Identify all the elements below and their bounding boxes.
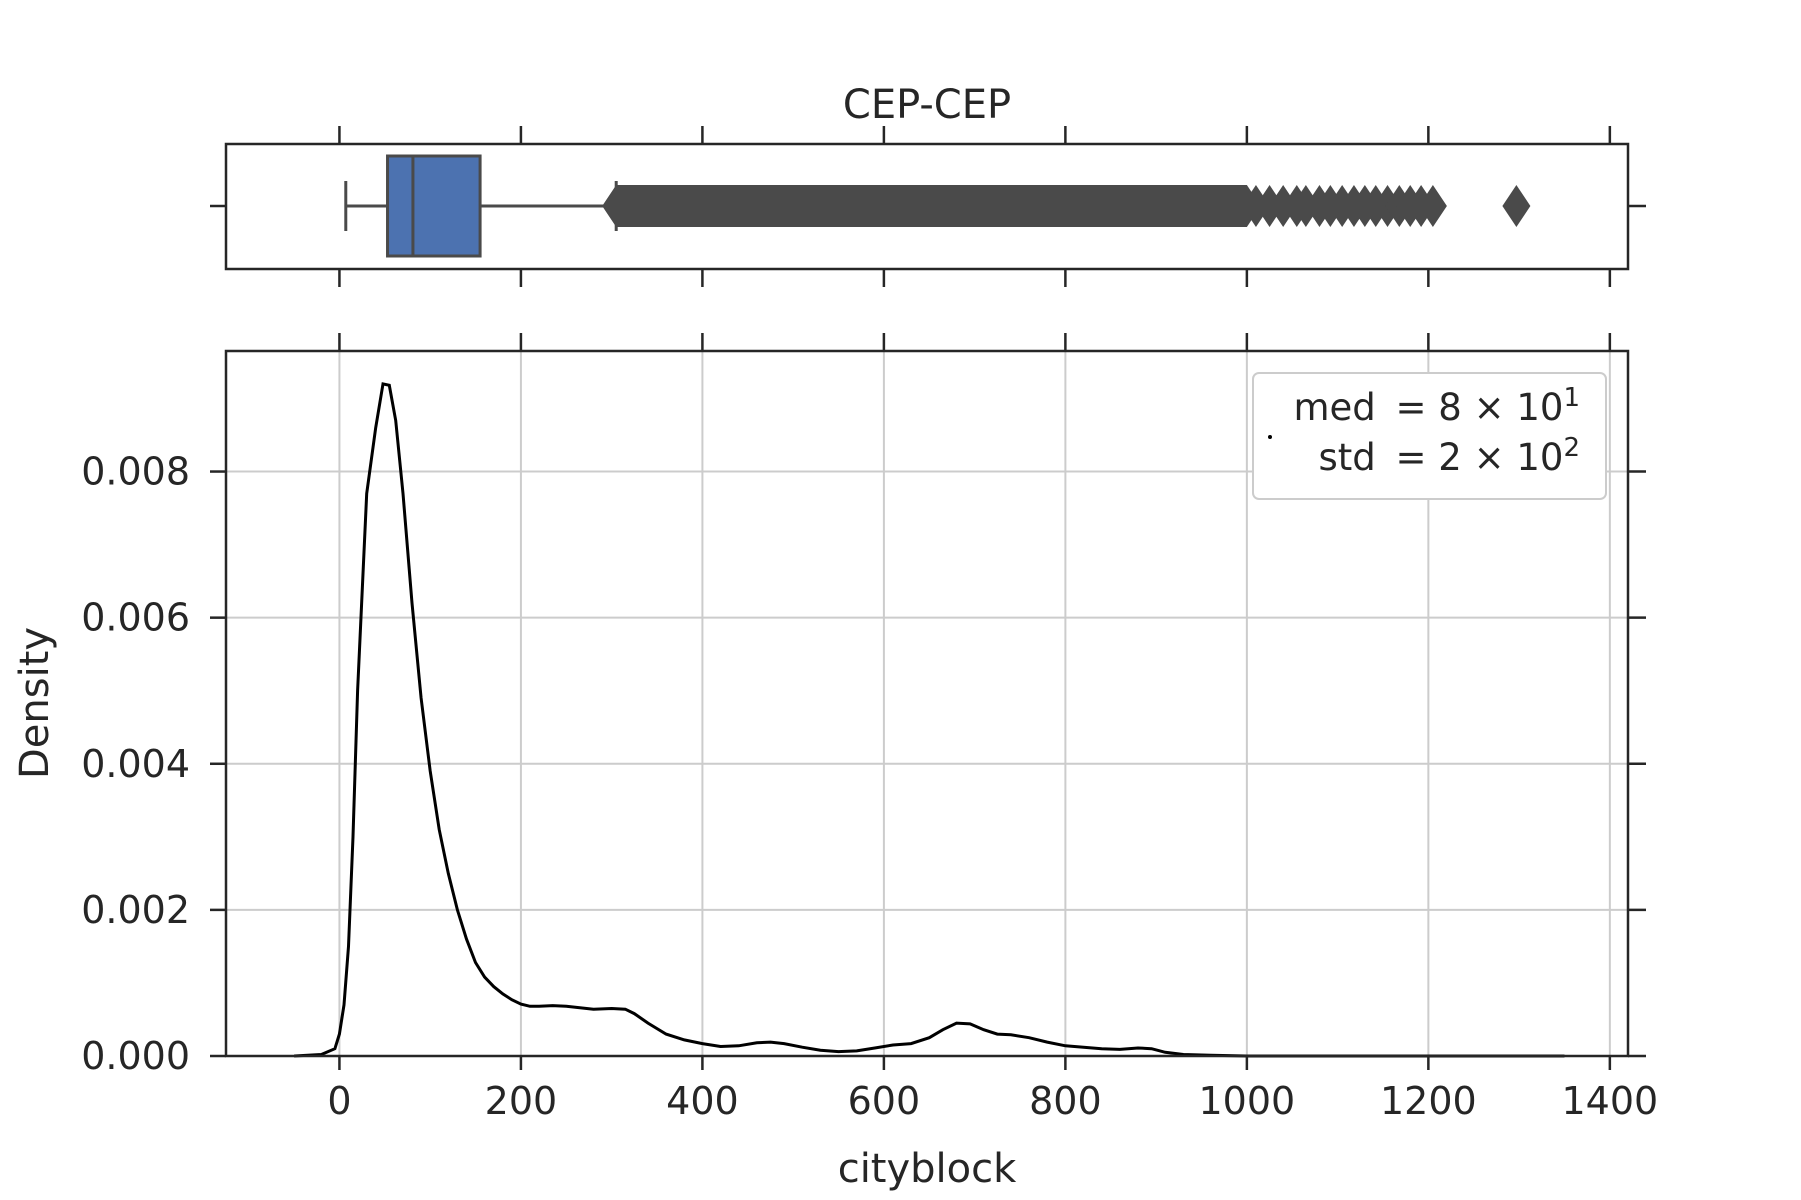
x-tick-label: 800: [1029, 1079, 1102, 1123]
x-tick-label: 600: [848, 1079, 921, 1123]
kde-frame: [224, 349, 1630, 1058]
plot-title: CEP-CEP: [843, 82, 1011, 128]
legend-med-exponent: 1: [1563, 383, 1580, 413]
kde-line: [294, 382, 1565, 1058]
boxplot-x-ticks: [210, 126, 1646, 287]
iqr-box: [386, 154, 482, 258]
legend: med = 8 × 101 std = 2 × 102: [1252, 372, 1607, 500]
x-tick-label: 0: [327, 1079, 351, 1123]
x-tick-label: 200: [485, 1079, 558, 1123]
legend-med-mantissa: 8: [1438, 386, 1462, 429]
x-axis-title: cityblock: [838, 1146, 1017, 1192]
legend-med: med = 8 × 101: [1293, 383, 1580, 429]
legend-std-mantissa: 2: [1438, 436, 1462, 479]
x-tick-label: 1200: [1380, 1079, 1477, 1123]
x-tick-label: 1400: [1561, 1079, 1658, 1123]
y-tick-label: 0.004: [81, 742, 190, 786]
legend-med-label: med: [1293, 386, 1375, 429]
kde-panel: 0 200 400 600 800 1000 1200 1400 0.0000.0020.00…: [12, 333, 1658, 1192]
y-axis: 0.000 0.002 0.004 0.006 0.008: [81, 450, 1646, 1078]
x-tick-label: 400: [666, 1079, 739, 1123]
x-tick-label: 1000: [1199, 1079, 1296, 1123]
y-tick-label: 0.002: [81, 888, 190, 932]
outlier-point: [1418, 185, 1447, 227]
boxplot-panel: [210, 126, 1646, 287]
x-axis: 0 200 400 600 800 1000 1200 1400: [327, 333, 1658, 1123]
grid: [226, 351, 1628, 1056]
legend-std: std = 2 × 102: [1318, 433, 1580, 479]
y-tick-label: 0.006: [81, 596, 190, 640]
y-axis-title: Density: [12, 627, 58, 779]
outlier-band: [602, 185, 1261, 227]
legend-box: [1252, 372, 1607, 500]
legend-std-label: std: [1318, 436, 1375, 479]
legend-marker: [1268, 435, 1272, 439]
y-tick-label: 0.000: [81, 1034, 190, 1078]
boxplot-body: [344, 154, 1531, 258]
y-tick-label: 0.008: [81, 450, 190, 494]
outlier-point: [1502, 185, 1531, 227]
legend-std-exponent: 2: [1563, 433, 1580, 463]
